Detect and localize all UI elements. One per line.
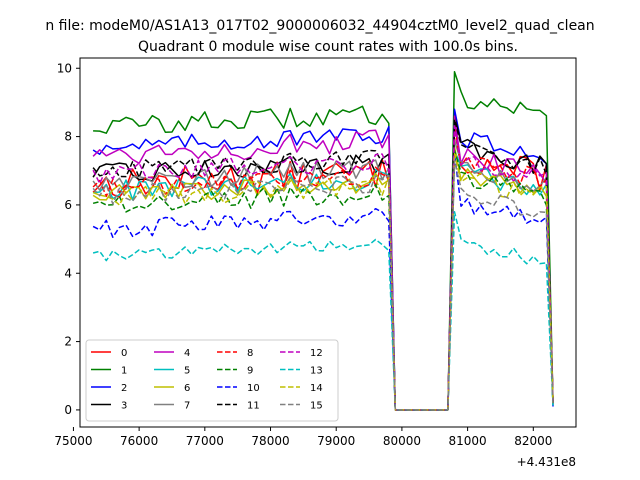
series-line-12 bbox=[92, 125, 554, 411]
legend-label-15: 15 bbox=[310, 401, 323, 412]
chart-title: Quadrant 0 module wise count rates with … bbox=[138, 39, 518, 55]
series-line-2 bbox=[92, 108, 554, 411]
legend-label-8: 8 bbox=[247, 348, 253, 359]
x-tick-label: 76000 bbox=[120, 434, 158, 448]
x-tick-label: 80000 bbox=[383, 434, 421, 448]
x-tick-label: 79000 bbox=[317, 434, 355, 448]
legend-label-7: 7 bbox=[184, 401, 190, 412]
legend-label-1: 1 bbox=[121, 366, 127, 377]
legend-label-13: 13 bbox=[310, 366, 323, 377]
plot-frame bbox=[79, 57, 577, 428]
chart-suptitle: n file: modeM0/AS1A13_017T02_9000006032_… bbox=[45, 18, 594, 34]
y-tick-label: 8 bbox=[64, 130, 72, 144]
y-tick-label: 2 bbox=[64, 335, 72, 349]
y-tick-label: 6 bbox=[64, 198, 72, 212]
x-axis: 75000 76000 77000 78000 79000 80000 81000 82000 bbox=[54, 427, 552, 448]
y-tick-label: 10 bbox=[57, 61, 72, 75]
legend-label-12: 12 bbox=[310, 348, 323, 359]
series-line-14 bbox=[92, 152, 554, 411]
x-tick-label: 81000 bbox=[449, 434, 487, 448]
legend-label-5: 5 bbox=[184, 366, 190, 377]
y-axis: 0 2 4 6 8 10 bbox=[57, 61, 80, 417]
legend-label-14: 14 bbox=[310, 383, 323, 394]
y-tick-label: 4 bbox=[64, 266, 72, 280]
series-line-1 bbox=[93, 70, 554, 411]
legend-label-4: 4 bbox=[184, 348, 190, 359]
x-offset-label: +4.431e8 bbox=[517, 455, 576, 469]
x-tick-label: 77000 bbox=[186, 434, 224, 448]
series-line-4 bbox=[92, 115, 554, 411]
series-line-15 bbox=[92, 159, 554, 411]
series-line-13 bbox=[92, 211, 554, 411]
legend-box bbox=[85, 339, 339, 422]
series-line-11 bbox=[92, 118, 554, 411]
legend-label-0: 0 bbox=[121, 348, 127, 359]
x-tick-label: 75000 bbox=[54, 434, 92, 448]
legend-label-9: 9 bbox=[247, 366, 253, 377]
legend-label-10: 10 bbox=[247, 383, 260, 394]
x-tick-label: 78000 bbox=[251, 434, 289, 448]
legend-label-2: 2 bbox=[121, 383, 127, 394]
series-line-7 bbox=[92, 139, 554, 411]
legend-label-3: 3 bbox=[121, 401, 127, 412]
series-line-9 bbox=[92, 149, 554, 411]
series-layer bbox=[92, 70, 554, 411]
x-tick-label: 82000 bbox=[514, 434, 552, 448]
y-tick-label: 0 bbox=[64, 403, 72, 417]
series-line-10 bbox=[92, 152, 554, 411]
legend-label-6: 6 bbox=[184, 383, 190, 394]
legend-label-11: 11 bbox=[247, 401, 260, 412]
